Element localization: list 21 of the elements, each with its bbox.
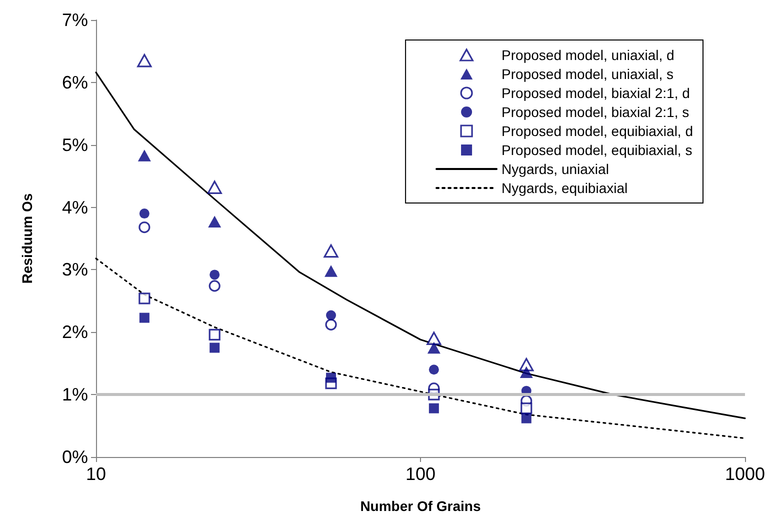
- legend-label: Nygards, uniaxial: [502, 161, 609, 177]
- legend-label: Proposed model, uniaxial, s: [502, 66, 674, 82]
- y-tick-label: 2%: [62, 322, 88, 342]
- x-axis-title: Number Of Grains: [360, 498, 481, 514]
- y-tick-label: 4%: [62, 197, 88, 218]
- x-tick-label: 1000: [724, 464, 765, 484]
- legend-label: Proposed model, uniaxial, d: [502, 47, 674, 63]
- legend-label: Proposed model, equibiaxial, d: [502, 123, 694, 139]
- y-tick-label: 6%: [62, 72, 88, 92]
- x-tick-label: 10: [86, 464, 106, 484]
- legend-label: Proposed model, biaxial 2:1, s: [502, 104, 690, 120]
- legend-label: Proposed model, equibiaxial, s: [502, 142, 692, 158]
- y-tick-label: 0%: [62, 447, 88, 467]
- x-tick-label: 100: [405, 464, 436, 484]
- legend-label: Nygards, equibiaxial: [502, 180, 628, 196]
- y-tick-label: 5%: [62, 134, 88, 155]
- y-axis-title: Residuum Os: [19, 193, 35, 284]
- y-tick-label: 7%: [62, 10, 88, 30]
- y-tick-label: 1%: [62, 384, 88, 405]
- legend-label: Proposed model, biaxial 2:1, d: [502, 85, 690, 101]
- y-tick-label: 3%: [62, 260, 88, 280]
